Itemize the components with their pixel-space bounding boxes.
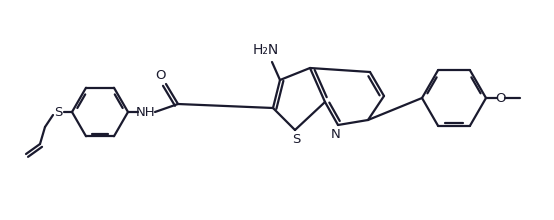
Text: NH: NH (136, 106, 156, 119)
Text: O: O (495, 92, 505, 104)
Text: S: S (292, 132, 300, 145)
Text: H₂N: H₂N (253, 43, 279, 57)
Text: S: S (54, 106, 62, 119)
Text: O: O (156, 68, 166, 81)
Text: N: N (331, 128, 341, 141)
